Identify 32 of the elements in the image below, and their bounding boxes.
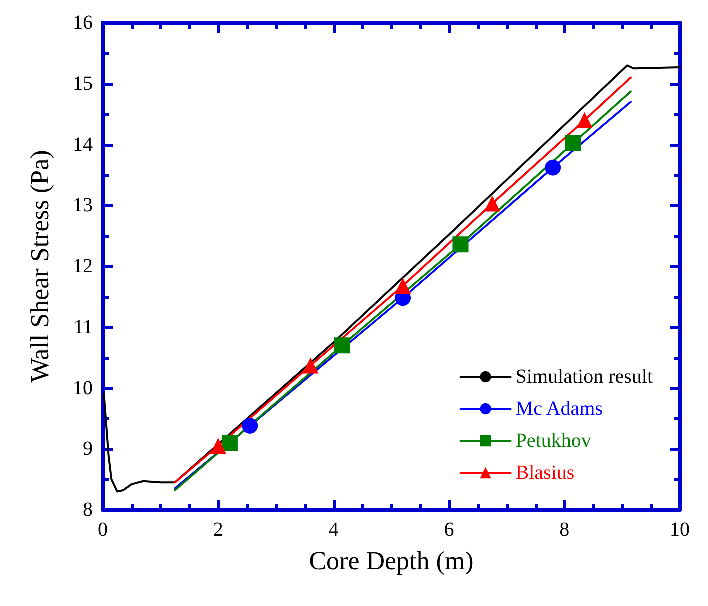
x-tick-label: 8	[560, 519, 570, 541]
point	[242, 418, 258, 434]
legend-label: Simulation result	[516, 366, 654, 388]
y-tick-label: 8	[83, 499, 93, 521]
point	[334, 338, 350, 354]
y-tick-label: 11	[74, 316, 93, 338]
y-tick-label: 13	[73, 194, 93, 217]
x-tick-label: 0	[98, 519, 108, 541]
legend-label: Mc Adams	[516, 398, 604, 420]
y-tick-label: 16	[73, 12, 93, 34]
y-tick-label: 15	[73, 72, 93, 95]
point	[302, 358, 319, 374]
legend-label: Blasius	[516, 462, 575, 484]
point	[565, 136, 582, 152]
y-tick-label: 9	[83, 438, 93, 460]
x-tick-label: 2	[213, 519, 224, 541]
point	[395, 278, 412, 294]
x-tick-label: 4	[328, 519, 339, 541]
x-axis-title: Core Depth (m)	[309, 546, 474, 576]
y-tick-label: 14	[73, 134, 93, 156]
y-axis-title: Wall Shear Stress (Pa)	[26, 150, 54, 383]
y-tick-label: 10	[73, 377, 93, 400]
point	[484, 196, 500, 212]
point	[210, 438, 226, 454]
x-tick-label: 10	[670, 519, 690, 541]
point	[222, 435, 238, 452]
point	[545, 160, 562, 176]
y-tick-label: 12	[73, 256, 93, 278]
x-tick-label: 6	[444, 519, 454, 541]
legend-label: Petukhov	[516, 430, 592, 452]
point	[452, 236, 469, 253]
point	[576, 112, 593, 128]
